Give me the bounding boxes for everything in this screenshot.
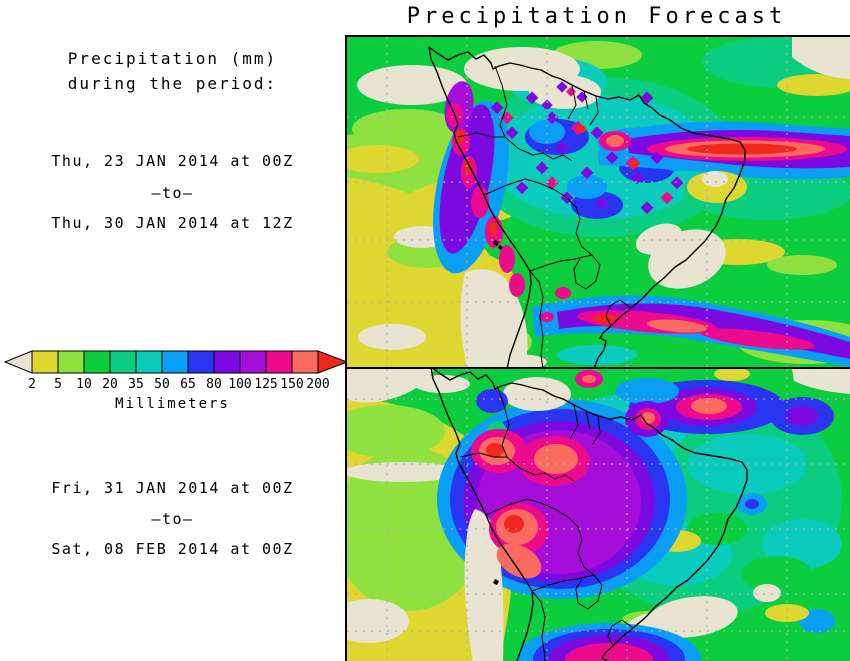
map-panel-period1-svg bbox=[347, 37, 850, 367]
legend-tick: 35 bbox=[128, 377, 144, 392]
legend-heading-line2: during the period: bbox=[67, 74, 278, 93]
period1-separator: —to— bbox=[151, 184, 194, 202]
legend-tick: 125 bbox=[254, 377, 278, 392]
legend-tick: 10 bbox=[76, 377, 92, 392]
legend-tick: 5 bbox=[54, 377, 62, 392]
map-panel-period2-svg bbox=[347, 369, 850, 661]
period1-end: Thu, 30 JAN 2014 at 12Z bbox=[51, 214, 294, 232]
colorbar-svg bbox=[3, 350, 349, 374]
period2-start: Fri, 31 JAN 2014 at 00Z bbox=[51, 479, 294, 497]
coastline-borders-2 bbox=[430, 369, 748, 661]
page-title: Precipitation Forecast bbox=[406, 4, 787, 29]
colorbar-swatch bbox=[31, 350, 59, 374]
legend-tick: 50 bbox=[154, 377, 170, 392]
colorbar-swatch bbox=[213, 350, 241, 374]
colorbar-swatch bbox=[135, 350, 163, 374]
colorbar-swatch bbox=[265, 350, 293, 374]
precip-fill-layer-2 bbox=[347, 369, 850, 661]
map-panel-period1 bbox=[345, 35, 850, 369]
colorbar-swatch bbox=[187, 350, 215, 374]
colorbar-legend bbox=[3, 349, 349, 376]
legend-tick: 2 bbox=[28, 377, 36, 392]
colorbar-swatch bbox=[57, 350, 85, 374]
colorbar-swatch bbox=[291, 350, 319, 374]
legend-tick: 65 bbox=[180, 377, 196, 392]
period1-start: Thu, 23 JAN 2014 at 00Z bbox=[51, 152, 294, 170]
colorbar-swatch bbox=[239, 350, 267, 374]
legend-tick: 200 bbox=[306, 377, 330, 392]
precip-fill-layer-1 bbox=[347, 37, 850, 367]
legend-heading-line1: Precipitation (mm) bbox=[67, 49, 278, 68]
legend-unit-label: Millimeters bbox=[115, 396, 230, 412]
period2-end: Sat, 08 FEB 2014 at 00Z bbox=[51, 540, 294, 558]
colorbar-swatch bbox=[83, 350, 111, 374]
legend-tick: 20 bbox=[102, 377, 118, 392]
map-panel-period2 bbox=[345, 367, 850, 661]
coastline-borders-1 bbox=[428, 46, 746, 367]
legend-tick: 150 bbox=[280, 377, 304, 392]
colorbar-right-arrow bbox=[317, 350, 349, 374]
colorbar-left-arrow bbox=[3, 350, 33, 374]
legend-tick: 100 bbox=[228, 377, 252, 392]
period2-separator: —to— bbox=[151, 510, 194, 528]
colorbar-swatch bbox=[109, 350, 137, 374]
colorbar-swatch bbox=[161, 350, 189, 374]
legend-tick: 80 bbox=[206, 377, 222, 392]
